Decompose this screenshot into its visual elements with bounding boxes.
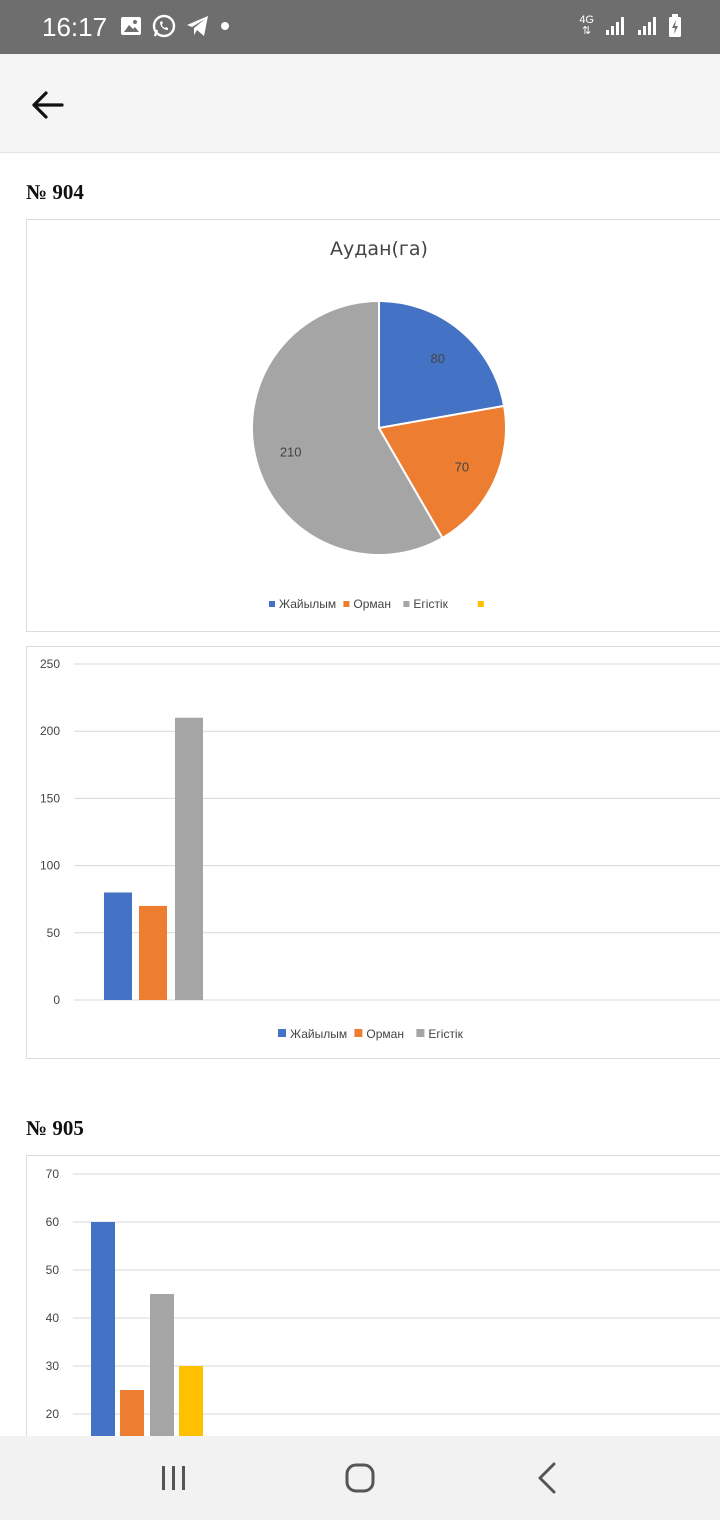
y-tick-label: 40: [46, 1311, 60, 1325]
y-tick-label: 20: [46, 1407, 60, 1421]
telegram-icon: [186, 15, 210, 37]
pie-data-label: 80: [431, 351, 445, 366]
dot-icon: [220, 21, 230, 31]
y-tick-label: 30: [46, 1359, 60, 1373]
network-type: 4G ⇅: [579, 14, 594, 37]
battery-icon: [668, 14, 682, 38]
system-icons: 4G ⇅: [579, 14, 682, 38]
legend-label: Жайылым: [290, 1027, 347, 1041]
chart-title: Аудан(га): [330, 238, 428, 260]
data-arrows-icon: ⇅: [582, 25, 592, 37]
bar-4: [179, 1366, 203, 1446]
y-tick-label: 100: [40, 859, 60, 873]
app-bar: [0, 54, 720, 153]
nav-back-button[interactable]: [528, 1458, 568, 1498]
status-time: 16:17: [42, 12, 108, 42]
bar-1: [91, 1222, 115, 1446]
bar-1: [104, 892, 132, 1000]
pie-slice-1: [378, 299, 506, 430]
legend-label: Орман: [366, 1027, 404, 1041]
status-bar: 16:17 4G ⇅: [0, 0, 720, 54]
legend-swatch: [278, 1029, 286, 1037]
legend-swatch: [354, 1029, 363, 1037]
y-tick-label: 150: [40, 791, 60, 805]
pie-chart-card: Аудан(га) 80 70 210 Жайылым Орман Егістік: [26, 219, 720, 632]
y-tick-label: 250: [40, 657, 60, 671]
signal-icon: [604, 15, 626, 37]
legend-swatch: [477, 601, 484, 607]
back-icon: [538, 1462, 556, 1494]
home-icon: [345, 1463, 375, 1493]
y-tick-label: 0: [53, 993, 60, 1007]
whatsapp-icon: [152, 14, 176, 38]
pie-slice-3: [251, 299, 444, 556]
section-title-904: № 904: [26, 180, 84, 204]
y-tick-label: 60: [46, 1215, 60, 1229]
legend-label: Орман: [353, 597, 391, 611]
legend-label: Егістік: [413, 597, 448, 611]
back-button[interactable]: [30, 88, 66, 122]
y-tick-label: 50: [46, 1263, 60, 1277]
pie-chart: Аудан(га) 80 70 210 Жайылым Орман Егістік: [251, 238, 507, 611]
pie-slice-2: [377, 404, 507, 540]
legend-swatch: [403, 601, 410, 607]
recent-apps-button[interactable]: [154, 1458, 194, 1498]
section-title-905: № 905: [26, 1116, 84, 1140]
y-tick-label: 70: [46, 1167, 60, 1181]
bar-chart-905: 20 30 40 50 60 70: [46, 1167, 720, 1446]
recent-apps-icon: [162, 1466, 185, 1490]
navigation-bar: [0, 1436, 720, 1520]
legend-label: Жайылым: [279, 597, 336, 611]
legend-swatch: [343, 601, 350, 607]
bar-chart-card-904: 0 50 100 150 200 250 Жайылым Орман Егістік: [26, 646, 720, 1059]
legend-swatch: [416, 1029, 425, 1037]
legend-swatch: [269, 601, 275, 607]
pie-data-label: 210: [280, 445, 302, 460]
gallery-icon: [120, 16, 142, 36]
notification-icons: [120, 14, 230, 38]
bar-chart-card-905: 20 30 40 50 60 70: [26, 1155, 720, 1446]
y-tick-label: 50: [47, 926, 61, 940]
pie-data-label: 70: [455, 460, 469, 475]
y-tick-label: 200: [40, 724, 60, 738]
arrow-left-icon: [32, 91, 64, 119]
signal-icon: [636, 15, 658, 37]
bar-chart-904: 0 50 100 150 200 250 Жайылым Орман Егістік: [40, 657, 720, 1041]
bar-3: [175, 717, 203, 1000]
home-button[interactable]: [340, 1458, 380, 1498]
legend-label: Егістік: [428, 1027, 463, 1041]
bar-2: [139, 905, 167, 1000]
bar-3: [150, 1294, 174, 1446]
